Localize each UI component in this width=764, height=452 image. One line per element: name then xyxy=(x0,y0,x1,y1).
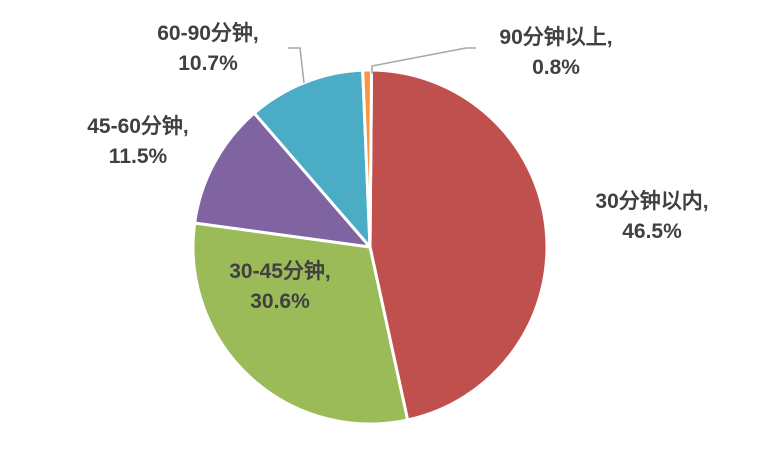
pie-slice-60-90 xyxy=(252,68,372,249)
pie-slice-30-within xyxy=(368,68,549,422)
slice-value-30-within: 46.5% xyxy=(622,220,682,243)
slice-label-45-60: 45-60分钟, xyxy=(87,115,189,138)
slice-label-60-90: 60-90分钟, xyxy=(157,22,259,45)
slice-label-90-plus: 90分钟以上, xyxy=(499,26,612,49)
slice-label-30-within: 30分钟以内, xyxy=(595,189,708,213)
slice-value-45-60: 11.5% xyxy=(109,145,168,168)
pie-slice-30-45 xyxy=(191,221,410,426)
data-label-90-plus: 90分钟以上, 0.8% xyxy=(499,26,612,79)
leader-line-90-plus xyxy=(371,47,476,74)
data-label-30-45: 30-45分钟, 30.6% xyxy=(229,260,331,313)
leader-line-60-90 xyxy=(288,47,305,84)
pie-slices xyxy=(191,68,549,426)
slice-label-30-45: 30-45分钟, xyxy=(229,260,331,283)
slice-value-60-90: 10.7% xyxy=(178,52,238,75)
pie-slice-45-60 xyxy=(193,111,372,249)
data-label-30-within: 30分钟以内, 46.5% xyxy=(595,189,708,243)
data-label-60-90: 60-90分钟, 10.7% xyxy=(157,22,259,75)
slice-value-90-plus: 0.8% xyxy=(532,56,580,79)
slice-value-30-45: 30.6% xyxy=(250,290,310,313)
data-label-45-60: 45-60分钟, 11.5% xyxy=(87,115,189,168)
